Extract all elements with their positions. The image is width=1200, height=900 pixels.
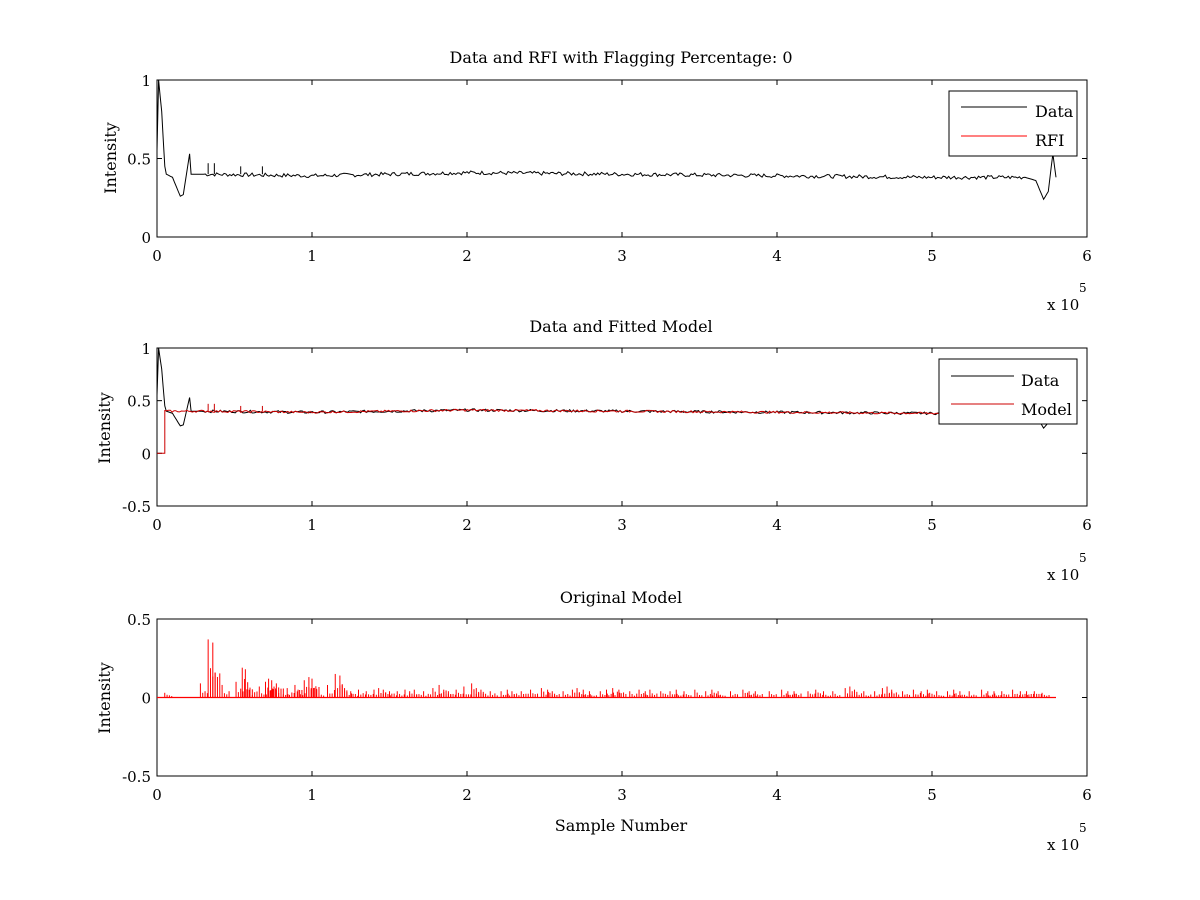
y-tick-label: -0.5	[122, 768, 151, 786]
x-tick-label: 6	[1082, 247, 1092, 265]
panel-2-legend-box	[938, 358, 1078, 425]
panel-2-ylabel: Intensity	[95, 392, 114, 464]
panel-3-xlabel: Sample Number	[555, 816, 688, 835]
panel-1-ylabel: Intensity	[101, 122, 120, 194]
panel-2-x-multiplier: x 10	[1047, 566, 1079, 584]
panel-1-legend-box	[948, 90, 1078, 157]
x-tick-label: 1	[307, 786, 317, 804]
x-tick-label: 0	[152, 247, 162, 265]
x-tick-label: 1	[307, 247, 317, 265]
panel-2-legend: Data Model	[938, 358, 1078, 425]
x-tick-label: 1	[307, 516, 317, 534]
y-tick-label: 0.5	[127, 611, 151, 629]
panel-3-plot-area: 0 1 2 3 4 5 6-0.500.5	[122, 611, 1092, 804]
y-tick-label: 0.5	[127, 151, 151, 169]
panel-1-plot-area: 0 1 2 3 4 5 6 0 0.5 1	[127, 72, 1092, 265]
panel-2: Data and Fitted Model Intensity 0 1 2 3 4 5 6 -…	[95, 317, 1092, 584]
x-tick-label: 2	[462, 786, 472, 804]
x-tick-label: 0	[152, 516, 162, 534]
y-tick-label: 0	[141, 690, 151, 708]
x-tick-label: 5	[927, 516, 937, 534]
x-tick-label: 5	[927, 786, 937, 804]
y-tick-label: 0	[141, 229, 151, 247]
panel-3-x-multiplier-exponent: 5	[1079, 821, 1087, 835]
panel-1-title: Data and RFI with Flagging Percentage: 0	[449, 48, 792, 67]
panel-1-x-multiplier: x 10	[1047, 296, 1079, 314]
x-tick-label: 4	[772, 516, 782, 534]
panel-3-x-multiplier: x 10	[1047, 836, 1079, 854]
panel-2-title: Data and Fitted Model	[529, 317, 712, 336]
panel-2-plot-area: 0 1 2 3 4 5 6-0.500.51	[122, 340, 1092, 534]
y-tick-label: -0.5	[122, 498, 151, 516]
y-tick-label: 0	[141, 445, 151, 463]
x-tick-label: 4	[772, 786, 782, 804]
panel-1: Data and RFI with Flagging Percentage: 0…	[101, 48, 1092, 314]
panel-2-legend-data-label: Data	[1021, 371, 1060, 390]
y-tick-label: 1	[141, 72, 151, 90]
panel-1-legend-data-label: Data	[1035, 102, 1074, 121]
panel-2-legend-model-label: Model	[1021, 400, 1072, 419]
panel-2-x-multiplier-exponent: 5	[1079, 551, 1087, 565]
panel-1-legend-rfi-label: RFI	[1035, 131, 1064, 150]
x-tick-label: 4	[772, 247, 782, 265]
x-tick-label: 3	[617, 516, 627, 534]
panel-3-title: Original Model	[560, 588, 682, 607]
x-tick-label: 2	[462, 247, 472, 265]
x-tick-label: 0	[152, 786, 162, 804]
x-tick-label: 6	[1082, 786, 1092, 804]
series-line-model	[157, 408, 1057, 454]
x-tick-label: 3	[617, 247, 627, 265]
panel-2-axes-box	[156, 347, 1088, 507]
panel-1-axes-box	[156, 79, 1088, 238]
panel-3-ylabel: Intensity	[95, 662, 114, 734]
y-tick-label: 1	[141, 340, 151, 358]
panel-3: Original Model Intensity Sample Number 0…	[95, 588, 1092, 854]
y-tick-label: 0.5	[127, 393, 151, 411]
panel-1-legend: Data RFI	[948, 90, 1078, 157]
x-tick-label: 3	[617, 786, 627, 804]
panel-1-x-multiplier-exponent: 5	[1079, 281, 1087, 295]
x-tick-label: 6	[1082, 516, 1092, 534]
x-tick-label: 2	[462, 516, 472, 534]
x-tick-label: 5	[927, 247, 937, 265]
series-line-data	[156, 79, 1057, 201]
